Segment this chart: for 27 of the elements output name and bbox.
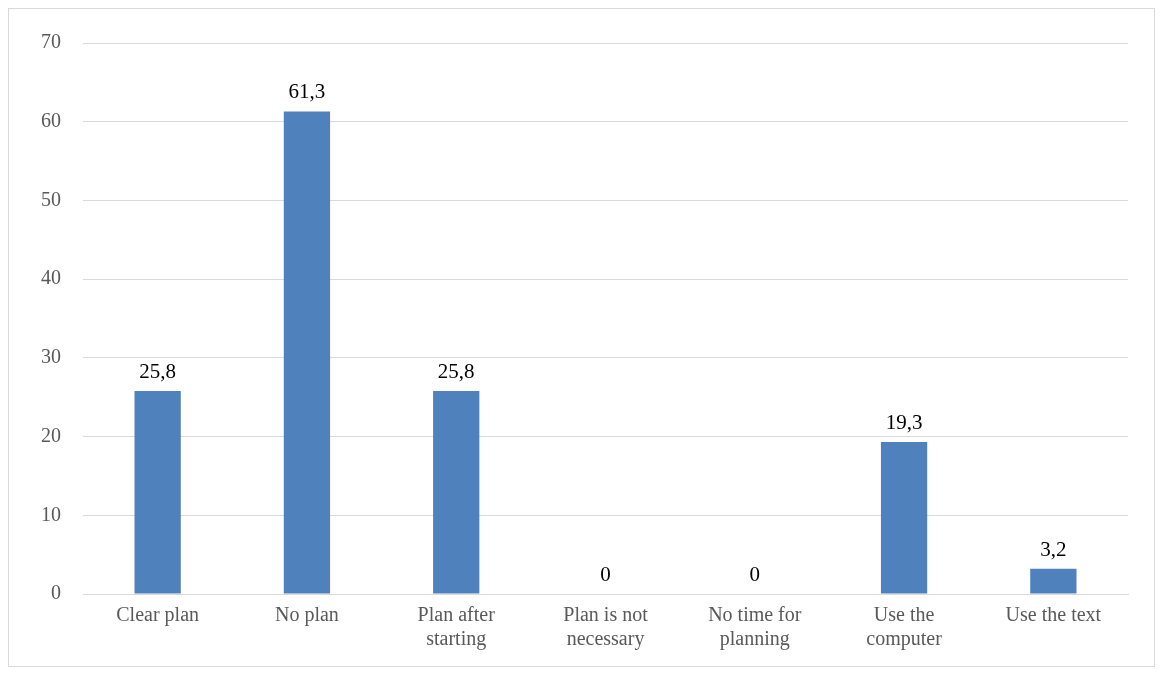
data-label: 19,3 [885, 410, 923, 435]
data-label: 25,8 [139, 358, 177, 383]
x-tick-label: Use the computer [866, 603, 943, 651]
y-tick-label: 50 [41, 187, 61, 210]
x-tick-label: No time for planning [708, 603, 802, 651]
bar [880, 442, 928, 594]
y-tick-label: 40 [41, 266, 61, 289]
y-tick-label: 60 [41, 108, 61, 131]
data-label: 25,8 [437, 358, 475, 383]
bar [433, 390, 480, 594]
y-tick-label: 70 [41, 30, 61, 53]
x-tick-label: Plan after starting [417, 603, 496, 651]
data-label: 0 [749, 562, 761, 587]
x-tick-label: Use the text [1005, 603, 1102, 626]
y-tick-label: 20 [41, 423, 61, 446]
bar [283, 111, 331, 594]
x-tick-label: No plan [274, 603, 339, 627]
data-label: 0 [600, 562, 611, 587]
y-tick-label: 10 [41, 502, 61, 525]
y-tick-label: 30 [41, 345, 61, 368]
data-label: 61,3 [288, 79, 326, 104]
y-tick-label: 0 [51, 581, 61, 604]
bar [134, 390, 181, 594]
x-tick-label: Clear plan [116, 603, 200, 627]
data-label: 3,2 [1040, 536, 1067, 561]
bar [1030, 568, 1077, 594]
x-tick-label: Plan is not necessary [563, 603, 649, 651]
